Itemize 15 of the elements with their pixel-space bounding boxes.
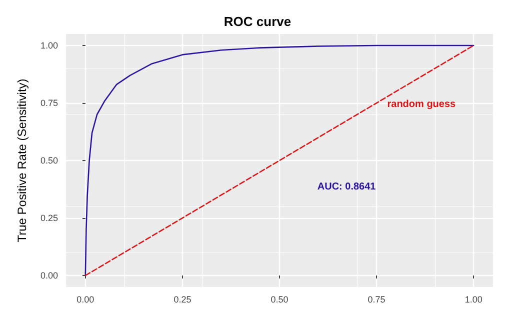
x-tick-label: 0.25 [174, 294, 192, 304]
chart-title: ROC curve [224, 14, 292, 29]
annotation: random guess [387, 99, 456, 110]
y-tick-label: 0.75 [40, 98, 58, 108]
x-tick-label: 0.75 [368, 294, 386, 304]
x-tick-label: 0.00 [76, 294, 94, 304]
x-tick-label: 1.00 [464, 294, 482, 304]
y-axis-title: True Positive Rate (Sensitivity) [15, 78, 29, 242]
y-tick-label: 0.25 [40, 213, 58, 223]
y-tick-label: 0.50 [40, 156, 58, 166]
y-tick-label: 1.00 [40, 40, 58, 50]
line-series [84, 44, 474, 276]
x-tick-label: 0.50 [270, 294, 288, 304]
y-tick-label: 0.00 [40, 270, 58, 280]
annotation: AUC: 0.8641 [317, 181, 376, 192]
